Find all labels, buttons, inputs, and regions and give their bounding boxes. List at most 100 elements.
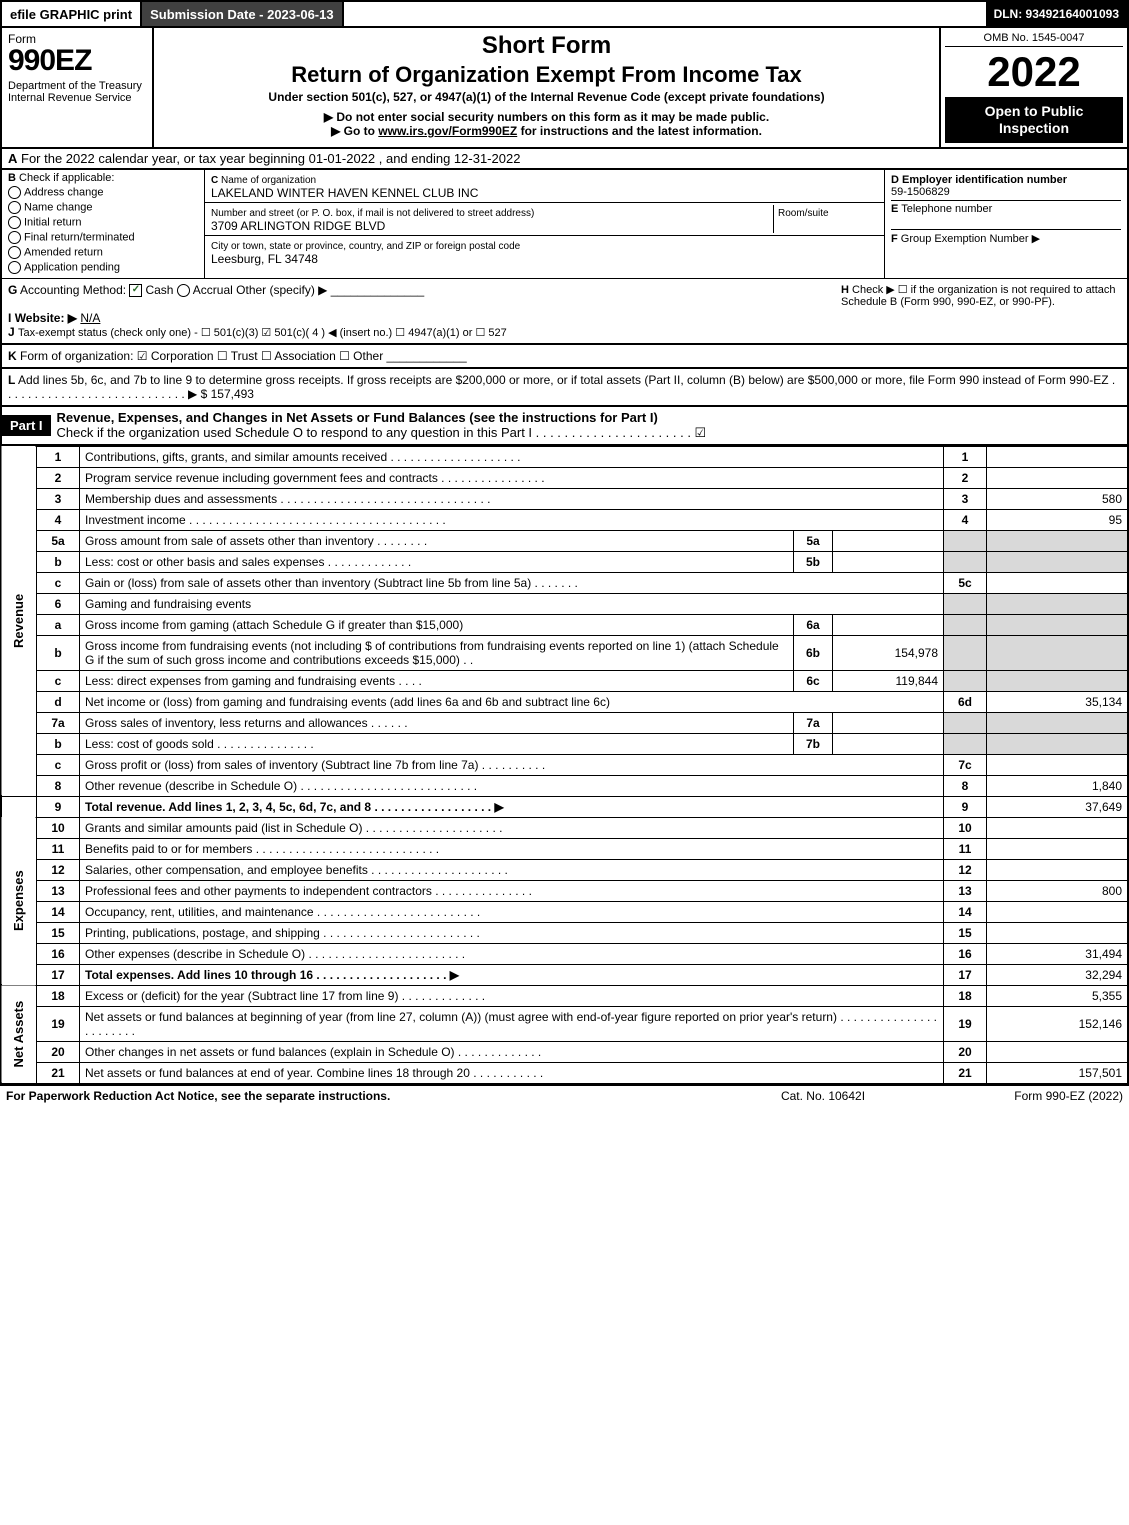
netassets-label: Net Assets	[1, 985, 37, 1084]
line-18-rnum: 18	[944, 985, 987, 1006]
line-2-val	[987, 467, 1129, 488]
G-accrual: Accrual	[193, 283, 233, 297]
line-15-val	[987, 922, 1129, 943]
line-20-desc: Other changes in net assets or fund bala…	[80, 1041, 944, 1062]
dept-text: Department of the Treasury Internal Reve…	[8, 80, 146, 104]
line-9-rnum: 9	[944, 796, 987, 817]
form-number: 990EZ	[8, 44, 146, 78]
line-1-rnum: 1	[944, 446, 987, 467]
line-17-rnum: 17	[944, 964, 987, 985]
note2-post: for instructions and the latest informat…	[517, 124, 762, 138]
chk-cash[interactable]	[129, 284, 142, 297]
irs-link[interactable]: www.irs.gov/Form990EZ	[378, 124, 517, 138]
line-4-rnum: 4	[944, 509, 987, 530]
grey-6b-v	[987, 635, 1129, 670]
line-12-val	[987, 859, 1129, 880]
row-A: A For the 2022 calendar year, or tax yea…	[0, 149, 1129, 170]
line-11-val	[987, 838, 1129, 859]
expenses-label: Expenses	[1, 817, 37, 985]
chk-accrual[interactable]	[177, 284, 190, 297]
B-item-2: Initial return	[24, 216, 81, 228]
chk-name-change[interactable]	[8, 201, 21, 214]
website-val: N/A	[80, 311, 100, 325]
G-cash: Cash	[145, 283, 173, 297]
G-other: Other (specify) ▶	[236, 283, 327, 297]
org-name: LAKELAND WINTER HAVEN KENNEL CLUB INC	[211, 186, 478, 200]
B-item-5: Application pending	[24, 261, 120, 273]
line-7b-desc: Less: cost of goods sold . . . . . . . .…	[80, 733, 794, 754]
room-lbl: Room/suite	[778, 208, 829, 219]
line-13-rnum: 13	[944, 880, 987, 901]
L-text: Add lines 5b, 6c, and 7b to line 9 to de…	[8, 373, 1115, 401]
revenue-label: Revenue	[1, 446, 37, 796]
line-5c-rnum: 5c	[944, 572, 987, 593]
footer-right: Form 990-EZ (2022)	[923, 1089, 1123, 1103]
grey-6a-v	[987, 614, 1129, 635]
part-I-label: Part I	[2, 415, 51, 436]
line-10-val	[987, 817, 1129, 838]
chk-initial-return[interactable]	[8, 216, 21, 229]
line-6a-desc: Gross income from gaming (attach Schedul…	[80, 614, 794, 635]
dln-label: DLN: 93492164001093	[986, 2, 1127, 26]
chk-final-return[interactable]	[8, 231, 21, 244]
line-3-desc: Membership dues and assessments . . . . …	[80, 488, 944, 509]
C-city-lbl: City or town, state or province, country…	[211, 241, 520, 252]
grey-6-v	[987, 593, 1129, 614]
line-8-desc: Other revenue (describe in Schedule O) .…	[80, 775, 944, 796]
line-8-val: 1,840	[987, 775, 1129, 796]
tel-lbl: Telephone number	[901, 203, 992, 215]
grey-5a	[944, 530, 987, 551]
line-18-desc: Excess or (deficit) for the year (Subtra…	[80, 985, 944, 1006]
line-5b-iv	[833, 551, 944, 572]
grey-7b	[944, 733, 987, 754]
line-6b-in: 6b	[794, 635, 833, 670]
title-return: Return of Organization Exempt From Incom…	[162, 62, 931, 88]
line-7c-rnum: 7c	[944, 754, 987, 775]
line-19-desc: Net assets or fund balances at beginning…	[80, 1006, 944, 1041]
line-15-rnum: 15	[944, 922, 987, 943]
line-14-desc: Occupancy, rent, utilities, and maintena…	[80, 901, 944, 922]
line-7a-desc: Gross sales of inventory, less returns a…	[80, 712, 794, 733]
footer: For Paperwork Reduction Act Notice, see …	[0, 1085, 1129, 1106]
line-5a-in: 5a	[794, 530, 833, 551]
note-ssn: ▶ Do not enter social security numbers o…	[162, 110, 931, 124]
row-GH: G Accounting Method: Cash Accrual Other …	[0, 279, 1129, 345]
grey-7a	[944, 712, 987, 733]
line-7a-iv	[833, 712, 944, 733]
tax-year: 2022	[945, 51, 1123, 93]
line-5c-desc: Gain or (loss) from sale of assets other…	[80, 572, 944, 593]
line-5b-in: 5b	[794, 551, 833, 572]
top-bar: efile GRAPHIC print Submission Date - 20…	[0, 0, 1129, 28]
line-6b-iv: 154,978	[833, 635, 944, 670]
col-C: C Name of organization LAKELAND WINTER H…	[205, 170, 885, 278]
line-6b-desc: Gross income from fundraising events (no…	[80, 635, 794, 670]
line-19-rnum: 19	[944, 1006, 987, 1041]
chk-pending[interactable]	[8, 261, 21, 274]
line-4-val: 95	[987, 509, 1129, 530]
line-3-rnum: 3	[944, 488, 987, 509]
B-item-1: Name change	[24, 201, 93, 213]
H-text: Check ▶ ☐ if the organization is not req…	[841, 284, 1116, 308]
line-20-val	[987, 1041, 1129, 1062]
grey-5b-v	[987, 551, 1129, 572]
line-6-desc: Gaming and fundraising events	[80, 593, 944, 614]
line-20-rnum: 20	[944, 1041, 987, 1062]
line-16-rnum: 16	[944, 943, 987, 964]
line-14-rnum: 14	[944, 901, 987, 922]
topbar-spacer	[344, 2, 986, 26]
line-1-desc: Contributions, gifts, grants, and simila…	[80, 446, 944, 467]
line-21-rnum: 21	[944, 1062, 987, 1084]
chk-amended[interactable]	[8, 246, 21, 259]
lines-table: Revenue 1 Contributions, gifts, grants, …	[0, 446, 1129, 1085]
col-D: D Employer identification number 59-1506…	[885, 170, 1127, 278]
header-center: Short Form Return of Organization Exempt…	[154, 28, 941, 147]
line-15-desc: Printing, publications, postage, and shi…	[80, 922, 944, 943]
footer-left: For Paperwork Reduction Act Notice, see …	[6, 1089, 723, 1103]
B-item-4: Amended return	[24, 246, 103, 258]
line-11-desc: Benefits paid to or for members . . . . …	[80, 838, 944, 859]
line-6c-desc: Less: direct expenses from gaming and fu…	[80, 670, 794, 691]
chk-address-change[interactable]	[8, 186, 21, 199]
line-17-desc: Total expenses. Add lines 10 through 16 …	[80, 964, 944, 985]
line-6d-desc: Net income or (loss) from gaming and fun…	[80, 691, 944, 712]
efile-tab[interactable]: efile GRAPHIC print	[2, 2, 142, 26]
